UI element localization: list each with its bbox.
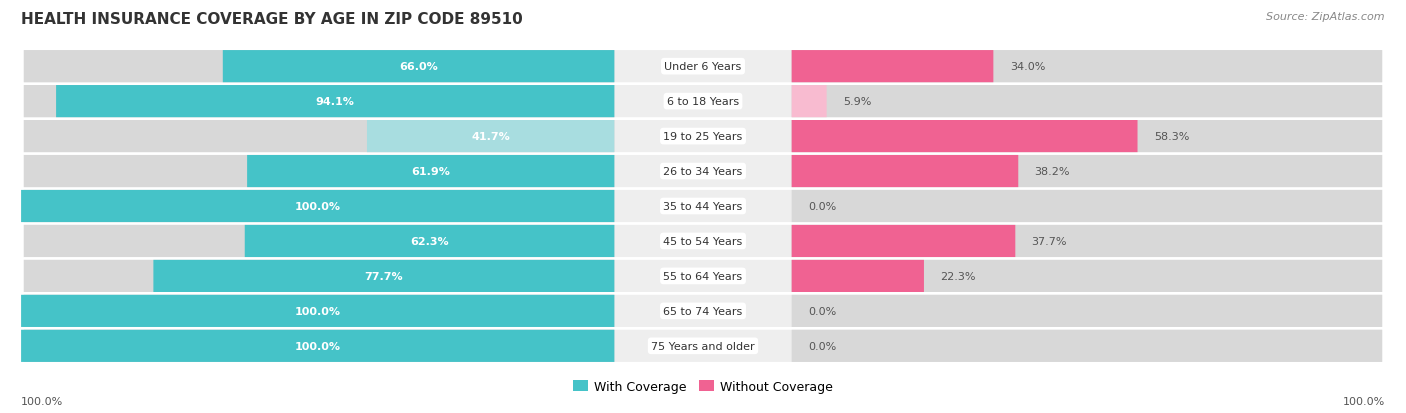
Text: 62.3%: 62.3% <box>411 236 449 247</box>
Text: 0.0%: 0.0% <box>808 341 837 351</box>
Text: 100.0%: 100.0% <box>295 341 340 351</box>
FancyBboxPatch shape <box>153 260 614 292</box>
FancyBboxPatch shape <box>24 260 1382 292</box>
Text: 58.3%: 58.3% <box>1154 132 1189 142</box>
FancyBboxPatch shape <box>24 225 614 257</box>
Text: 61.9%: 61.9% <box>412 166 450 177</box>
FancyBboxPatch shape <box>24 295 614 327</box>
Text: 41.7%: 41.7% <box>471 132 510 142</box>
Text: 100.0%: 100.0% <box>21 396 63 406</box>
Text: 6 to 18 Years: 6 to 18 Years <box>666 97 740 107</box>
FancyBboxPatch shape <box>792 51 994 83</box>
FancyBboxPatch shape <box>24 121 1382 153</box>
FancyBboxPatch shape <box>792 121 1137 153</box>
FancyBboxPatch shape <box>792 260 1382 292</box>
Text: 38.2%: 38.2% <box>1035 166 1070 177</box>
Text: Source: ZipAtlas.com: Source: ZipAtlas.com <box>1267 12 1385 22</box>
Text: 26 to 34 Years: 26 to 34 Years <box>664 166 742 177</box>
FancyBboxPatch shape <box>24 225 1382 257</box>
Text: 94.1%: 94.1% <box>316 97 354 107</box>
Text: 45 to 54 Years: 45 to 54 Years <box>664 236 742 247</box>
FancyBboxPatch shape <box>792 156 1018 188</box>
FancyBboxPatch shape <box>792 86 827 118</box>
FancyBboxPatch shape <box>21 330 614 362</box>
FancyBboxPatch shape <box>222 51 614 83</box>
FancyBboxPatch shape <box>792 156 1382 188</box>
FancyBboxPatch shape <box>367 121 614 153</box>
FancyBboxPatch shape <box>247 156 614 188</box>
Text: 77.7%: 77.7% <box>364 271 404 281</box>
FancyBboxPatch shape <box>21 190 614 223</box>
FancyBboxPatch shape <box>792 51 1382 83</box>
Text: 100.0%: 100.0% <box>295 306 340 316</box>
FancyBboxPatch shape <box>792 190 1382 223</box>
Text: 55 to 64 Years: 55 to 64 Years <box>664 271 742 281</box>
Text: 0.0%: 0.0% <box>808 202 837 211</box>
FancyBboxPatch shape <box>21 295 614 327</box>
FancyBboxPatch shape <box>24 156 1382 188</box>
FancyBboxPatch shape <box>24 295 1382 327</box>
FancyBboxPatch shape <box>24 51 614 83</box>
Text: 34.0%: 34.0% <box>1010 62 1045 72</box>
FancyBboxPatch shape <box>792 225 1015 257</box>
FancyBboxPatch shape <box>24 86 614 118</box>
Text: 0.0%: 0.0% <box>808 306 837 316</box>
Text: 66.0%: 66.0% <box>399 62 437 72</box>
FancyBboxPatch shape <box>792 86 1382 118</box>
FancyBboxPatch shape <box>792 330 1382 362</box>
Text: 65 to 74 Years: 65 to 74 Years <box>664 306 742 316</box>
FancyBboxPatch shape <box>24 260 614 292</box>
Text: 100.0%: 100.0% <box>1343 396 1385 406</box>
FancyBboxPatch shape <box>24 330 1382 362</box>
FancyBboxPatch shape <box>792 225 1382 257</box>
Text: 5.9%: 5.9% <box>844 97 872 107</box>
Text: 100.0%: 100.0% <box>295 202 340 211</box>
FancyBboxPatch shape <box>24 190 1382 223</box>
Text: 37.7%: 37.7% <box>1032 236 1067 247</box>
FancyBboxPatch shape <box>245 225 614 257</box>
FancyBboxPatch shape <box>24 156 614 188</box>
FancyBboxPatch shape <box>792 295 1382 327</box>
Text: Under 6 Years: Under 6 Years <box>665 62 741 72</box>
Text: 19 to 25 Years: 19 to 25 Years <box>664 132 742 142</box>
FancyBboxPatch shape <box>24 190 614 223</box>
FancyBboxPatch shape <box>24 51 1382 83</box>
FancyBboxPatch shape <box>24 330 614 362</box>
Text: HEALTH INSURANCE COVERAGE BY AGE IN ZIP CODE 89510: HEALTH INSURANCE COVERAGE BY AGE IN ZIP … <box>21 12 523 27</box>
Text: 75 Years and older: 75 Years and older <box>651 341 755 351</box>
FancyBboxPatch shape <box>24 121 614 153</box>
Text: 35 to 44 Years: 35 to 44 Years <box>664 202 742 211</box>
Legend: With Coverage, Without Coverage: With Coverage, Without Coverage <box>568 375 838 398</box>
FancyBboxPatch shape <box>56 86 614 118</box>
Text: 22.3%: 22.3% <box>941 271 976 281</box>
FancyBboxPatch shape <box>24 86 1382 118</box>
FancyBboxPatch shape <box>792 121 1382 153</box>
FancyBboxPatch shape <box>792 260 924 292</box>
